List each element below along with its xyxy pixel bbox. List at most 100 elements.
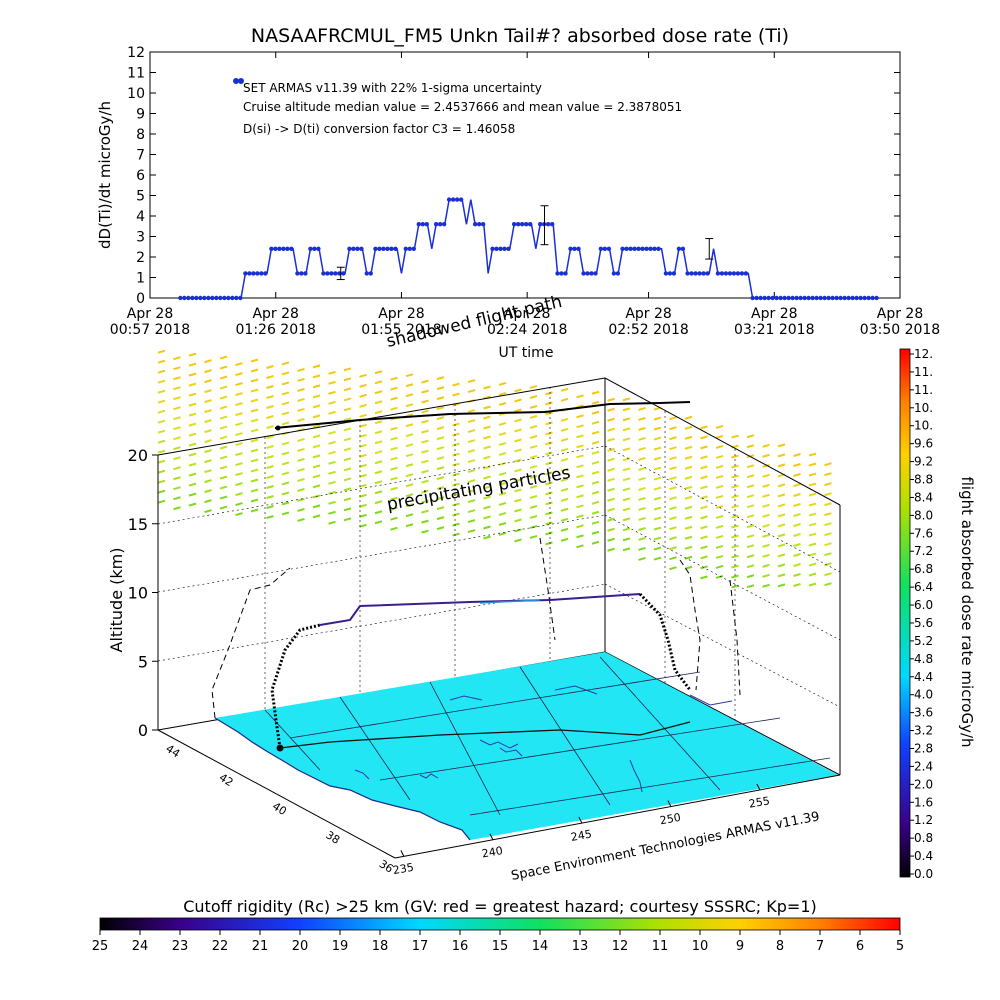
map-line (469, 757, 831, 816)
rigidity-tick-label: 5 (896, 939, 904, 954)
particle-mark (653, 426, 662, 431)
particle-mark (312, 384, 321, 389)
series-marker (373, 246, 378, 251)
particle-mark (281, 471, 290, 476)
particle-mark (219, 455, 228, 460)
particle-mark (498, 482, 507, 486)
particle-mark (219, 365, 228, 370)
particle-mark (498, 512, 507, 516)
particle-mark (235, 442, 243, 447)
particle-mark (638, 406, 646, 411)
particle-mark (808, 542, 817, 547)
particle-mark (762, 533, 770, 538)
particle-mark (297, 497, 305, 502)
particle-mark (622, 397, 631, 402)
particle-mark (762, 463, 770, 468)
particle-mark (591, 540, 600, 545)
particle-mark (467, 379, 476, 384)
particle-mark (421, 489, 429, 494)
particle-mark (545, 511, 553, 516)
map-feature (554, 685, 598, 695)
particle-mark (591, 410, 600, 415)
particle-mark (405, 473, 414, 478)
lat-tick-label: 36 (377, 857, 396, 875)
particle-mark (808, 512, 817, 517)
top-projection (274, 401, 691, 429)
particle-mark (793, 493, 801, 497)
particle-mark (793, 463, 801, 467)
particle-mark (653, 506, 662, 511)
particle-mark (343, 417, 352, 422)
grid-line (604, 583, 841, 708)
particle-mark (762, 563, 770, 568)
particle-mark (514, 528, 522, 533)
series-marker (214, 295, 219, 301)
x-tick-label-date: Apr 28 (877, 306, 923, 322)
particle-mark (762, 503, 770, 508)
particle-mark (576, 434, 584, 439)
particle-mark (204, 359, 212, 364)
particle-mark (204, 419, 212, 424)
particle-mark (591, 520, 600, 525)
particle-mark (235, 432, 243, 437)
particle-mark (669, 446, 677, 451)
particle-mark (700, 435, 708, 440)
particle-mark (576, 454, 584, 459)
series-marker (862, 295, 867, 301)
particle-mark (173, 406, 181, 411)
colorbar-tick-label: 11. (914, 365, 933, 379)
colorbar-tick-label: 1.2 (914, 813, 933, 827)
particle-mark (235, 402, 243, 407)
particle-mark (297, 507, 305, 512)
particle-mark (529, 404, 538, 409)
series-marker (735, 271, 741, 276)
particle-mark (622, 497, 631, 502)
series-marker (850, 295, 855, 301)
particle-mark (514, 468, 522, 473)
particle-mark (731, 514, 739, 519)
particle-mark (684, 415, 693, 420)
y-tick-label: 4 (136, 209, 145, 225)
series-marker (416, 222, 421, 227)
particle-mark (188, 412, 197, 417)
series-marker (186, 295, 191, 301)
particle-mark (824, 492, 832, 497)
timeseries-x-label: UT time (499, 345, 554, 361)
lat-tick-label: 44 (163, 742, 182, 760)
series-marker (866, 295, 871, 301)
series-marker (794, 295, 799, 301)
timeseries-legend: SET ARMAS v11.39 with 22% 1-sigma uncert… (233, 78, 682, 136)
particle-mark (514, 408, 522, 413)
particle-mark (173, 386, 181, 391)
particle-mark (467, 529, 476, 534)
particle-mark (405, 433, 414, 438)
particle-mark (250, 358, 259, 363)
particle-mark (762, 453, 770, 458)
lon-tick (667, 800, 672, 807)
series-marker (549, 222, 555, 227)
y-tick-label: 3 (136, 230, 145, 246)
particle-mark (266, 425, 274, 429)
particle-mark (622, 517, 631, 522)
particle-mark (436, 526, 445, 531)
particle-mark (529, 504, 538, 509)
particle-mark (529, 454, 538, 459)
particle-mark (653, 456, 662, 461)
map-line (379, 717, 781, 781)
particle-mark (328, 380, 336, 385)
particle-mark (467, 479, 476, 484)
y-tick-label: 2 (136, 250, 145, 266)
particle-mark (266, 515, 274, 519)
particle-mark (746, 574, 755, 579)
rigidity-tick-label: 22 (212, 939, 229, 954)
rigidity-tick-label: 16 (452, 939, 469, 954)
particle-mark (266, 485, 274, 489)
particle-mark (297, 387, 305, 392)
rigidity-tick-label: 24 (132, 939, 149, 954)
particle-mark (157, 449, 166, 454)
particle-mark (824, 512, 832, 517)
particle-mark (591, 510, 600, 515)
particle-mark (824, 502, 832, 507)
series-marker (243, 271, 248, 276)
particle-mark (715, 575, 724, 579)
